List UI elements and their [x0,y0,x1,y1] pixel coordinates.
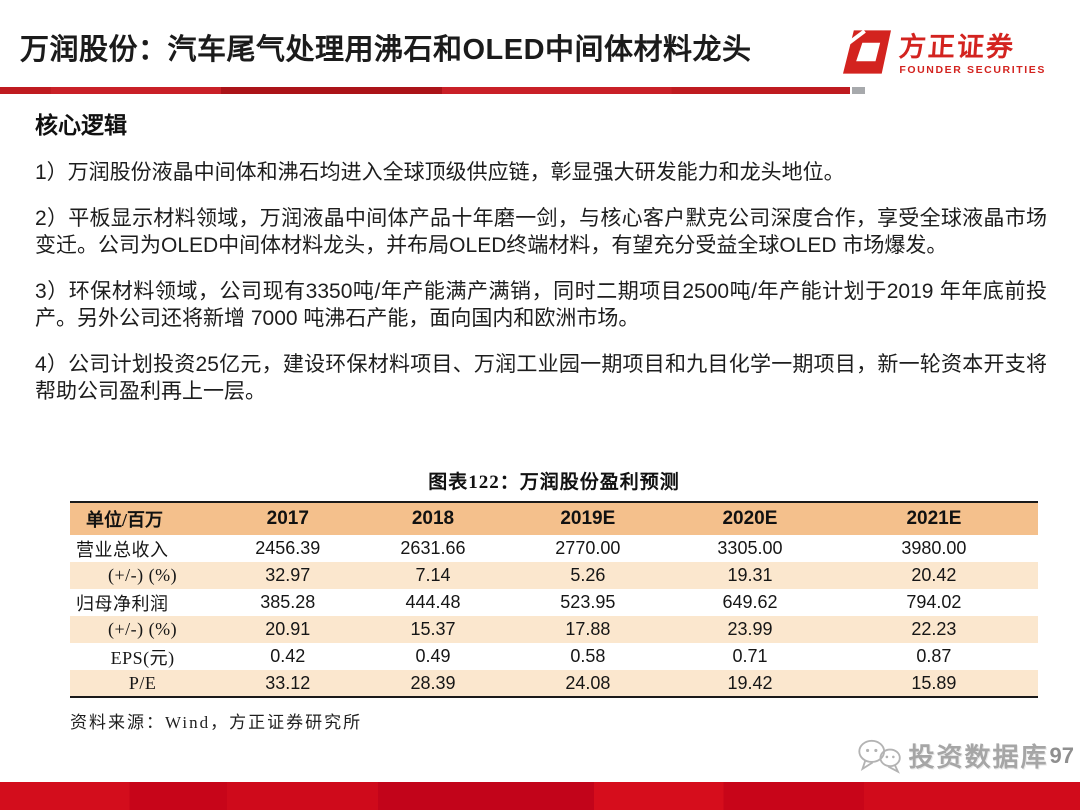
table-cell: 20.42 [911,565,957,585]
table-row-profit-growth: (+/-) (%) 20.91 15.37 17.88 23.99 22.23 [70,616,1038,643]
table-cell: 385.28 [260,592,316,612]
table-cell: 5.26 [570,565,606,585]
table-row-eps: EPS(元) 0.42 0.49 0.58 0.71 0.87 [70,643,1038,670]
table-header-row: 单位/百万 2017 2018 2019E 2020E 2021E [70,502,1038,535]
col-header-2020e: 2020E [670,502,830,535]
source-note: 资料来源：Wind，方正证券研究所 [70,713,363,732]
table-cell: 2770.00 [555,538,621,558]
title-divider-tip [852,87,865,94]
paragraph-4: 4）公司计划投资25亿元，建设环保材料项目、万润工业园一期项目和九目化学一期项目… [35,353,1047,403]
watermark: 投资数据库 97 [857,737,1074,774]
table-section: 图表122：万润股份盈利预测 单位/百万 2017 2018 2019E 202… [70,467,1038,733]
logo-text: 方正证券 FOUNDER SECURITIES [898,31,1046,77]
row-label: P/E [128,672,157,693]
table-cell: 444.48 [405,592,461,612]
founder-logo-icon [843,29,892,79]
table-row-pe: P/E 33.12 28.39 24.08 19.42 15.89 [70,670,1038,697]
table-cell: 649.62 [722,592,778,612]
col-header-2021e: 2021E [829,502,1038,535]
row-label: (+/-) (%) [108,619,178,639]
table-cell: 794.02 [906,592,962,612]
col-header-2018: 2018 [360,502,506,535]
logo-text-en: FOUNDER SECURITIES [899,64,1046,77]
watermark-label: 投资数据库 [908,743,1049,772]
table-cell: 523.95 [560,592,616,612]
bottom-red-bar [0,782,1080,810]
chat-bubbles-icon [857,738,903,774]
table-row-revenue-growth: (+/-) (%) 32.97 7.14 5.26 19.31 20.42 [70,562,1038,589]
page-number: 97 [1049,742,1074,768]
table-cell: 19.31 [727,565,773,585]
paragraph-1: 1）万润股份液晶中间体和沸石均进入全球顶级供应链，彰显强大研发能力和龙头地位。 [35,161,845,184]
founder-securities-logo: 方正证券 FOUNDER SECURITIES [843,29,1046,79]
table-cell: 3305.00 [717,538,783,558]
table-cell: 0.42 [270,646,306,666]
profit-forecast-table: 单位/百万 2017 2018 2019E 2020E 2021E 营业总收入 … [70,501,1038,698]
slide-content: 核心逻辑 1）万润股份液晶中间体和沸石均进入全球顶级供应链，彰显强大研发能力和龙… [35,106,1047,424]
page-title: 万润股份：汽车尾气处理用沸石和OLED中间体材料龙头 [20,34,752,66]
paragraph-3: 3）环保材料领域，公司现有3350吨/年产能满产满销，同时二期项目2500吨/年… [35,280,1047,330]
table-cell: 15.37 [410,619,456,639]
row-label: 营业总收入 [76,539,169,560]
table-cell: 3980.00 [901,538,967,558]
table-cell: 23.99 [727,619,773,639]
col-header-unit: 单位/百万 [70,502,216,535]
table-cell: 7.14 [415,565,451,585]
row-label: (+/-) (%) [108,565,178,585]
table-cell: 32.97 [265,565,311,585]
title-divider-line [0,87,850,94]
table-row-net-profit: 归母净利润 385.28 444.48 523.95 649.62 794.02 [70,589,1038,616]
row-label: EPS(元) [110,647,175,668]
table-cell: 15.89 [911,672,957,693]
table-cell: 0.87 [916,646,952,666]
table-cell: 33.12 [265,672,311,693]
table-cell: 2456.39 [255,538,321,558]
table-cell: 19.42 [727,672,773,693]
table-cell: 0.58 [570,646,606,666]
row-label: 归母净利润 [76,593,169,614]
table-cell: 0.49 [415,646,451,666]
table-cell: 20.91 [265,619,311,639]
paragraph-2: 2）平板显示材料领域，万润液晶中间体产品十年磨一剑，与核心客户默克公司深度合作，… [35,207,1047,257]
table-cell: 2631.66 [400,538,466,558]
table-cell: 22.23 [911,619,957,639]
col-header-2019e: 2019E [505,502,671,535]
logo-text-cn: 方正证券 [898,31,1017,62]
table-row-revenue: 营业总收入 2456.39 2631.66 2770.00 3305.00 39… [70,535,1038,562]
table-cell: 24.08 [565,672,611,693]
table-caption: 图表122：万润股份盈利预测 [428,472,680,493]
table-cell: 17.88 [565,619,611,639]
table-cell: 28.39 [410,672,456,693]
col-header-2017: 2017 [215,502,361,535]
table-cell: 0.71 [732,646,768,666]
section-heading: 核心逻辑 [35,112,127,138]
